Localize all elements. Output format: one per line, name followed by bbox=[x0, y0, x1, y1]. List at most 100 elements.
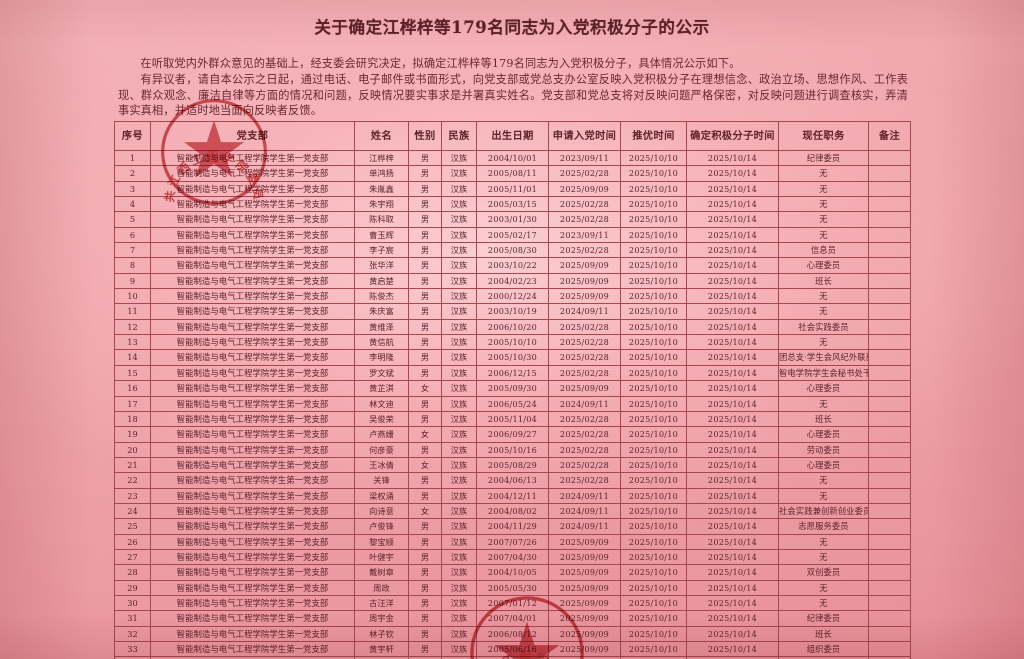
cell-gender: 男 bbox=[408, 257, 442, 274]
cell-name: 林文迪 bbox=[354, 395, 409, 412]
cell-gender: 男 bbox=[408, 196, 442, 213]
cell-branch: 智能制造与电气工程学院学生第一党支部 bbox=[150, 594, 355, 612]
cell-index: 31 bbox=[114, 610, 151, 627]
cell-recdate: 2025/10/10 bbox=[620, 518, 687, 535]
cell-confdate: 2025/10/14 bbox=[686, 180, 779, 198]
column-header-confdate: 确定积极分子时间 bbox=[686, 121, 779, 151]
cell-branch: 智能制造与电气工程学院学生第一党支部 bbox=[150, 196, 355, 213]
cell-applydate: 2025/02/28 bbox=[548, 165, 621, 182]
cell-ethnicity: 汉族 bbox=[441, 502, 477, 520]
cell-confdate: 2025/10/14 bbox=[686, 242, 779, 259]
cell-applydate: 2023/09/11 bbox=[548, 149, 621, 167]
cell-position: 无 bbox=[778, 211, 869, 228]
cell-confdate: 2025/10/14 bbox=[686, 257, 779, 274]
cell-applydate: 2025/02/28 bbox=[548, 242, 621, 259]
column-header-branch: 党支部 bbox=[150, 121, 355, 151]
cell-branch: 智能制造与电气工程学院学生第一党支部 bbox=[150, 610, 355, 627]
cell-gender: 男 bbox=[408, 610, 442, 627]
cell-gender: 男 bbox=[408, 211, 442, 228]
cell-ethnicity: 汉族 bbox=[441, 318, 477, 336]
cell-ethnicity: 汉族 bbox=[441, 364, 477, 382]
table-row: 23 智能制造与电气工程学院学生第一党支部 梁权涌男汉族 2004/12/11 2024… bbox=[114, 487, 911, 504]
cell-recdate: 2025/10/10 bbox=[620, 410, 687, 428]
cell-confdate: 2025/10/14 bbox=[686, 548, 779, 566]
cell-branch: 智能制造与电气工程学院学生第一党支部 bbox=[150, 211, 355, 228]
cell-remarks bbox=[868, 196, 911, 213]
notice-paragraph-1: 在听取党内外群众意见的基础上，经支委会研究决定，拟确定江桦梓等179名同志为入党… bbox=[140, 57, 741, 70]
cell-name: 李子宸 bbox=[354, 242, 409, 259]
cell-position: 社会实践兼创新创业委员 bbox=[778, 502, 869, 520]
cell-confdate: 2025/10/14 bbox=[686, 564, 779, 581]
cell-confdate: 2025/10/14 bbox=[686, 625, 779, 643]
cell-index: 2 bbox=[114, 165, 151, 182]
cell-birthdate: 2005/06/16 bbox=[476, 640, 549, 658]
cell-birthdate: 2005/03/15 bbox=[476, 196, 549, 213]
cell-recdate: 2025/10/10 bbox=[620, 272, 687, 290]
cell-recdate: 2025/10/10 bbox=[620, 610, 687, 627]
cell-gender: 男 bbox=[408, 165, 442, 182]
cell-remarks bbox=[868, 149, 911, 167]
cell-confdate: 2025/10/14 bbox=[686, 640, 779, 658]
cell-branch: 智能制造与电气工程学院学生第一党支部 bbox=[150, 456, 355, 474]
cell-branch: 智能制造与电气工程学院学生第一党支部 bbox=[150, 487, 355, 504]
table-row: 34智能制造与电气工程学院学生第一党支部温嘉琪女汉族2007/03/042025… bbox=[114, 656, 911, 659]
cell-remarks bbox=[868, 272, 911, 290]
cell-position: 班长 bbox=[778, 410, 869, 428]
cell-confdate: 2025/10/14 bbox=[686, 502, 779, 520]
cell-confdate: 2025/10/14 bbox=[686, 487, 779, 504]
cell-remarks bbox=[868, 487, 911, 504]
cell-applydate: 2025/09/09 bbox=[548, 610, 621, 627]
cell-position: 智电学院学生会秘书处干部 bbox=[778, 364, 869, 382]
cell-applydate: 2025/02/28 bbox=[548, 426, 621, 443]
cell-branch: 智能制造与电气工程学院学生第一党支部 bbox=[150, 180, 355, 198]
cell-name: 梁权涌 bbox=[354, 487, 409, 504]
cell-position: 无 bbox=[778, 288, 869, 305]
cell-position: 无 bbox=[778, 548, 869, 566]
cell-name: 黎宝顺 bbox=[354, 533, 409, 550]
cell-birthdate: 2004/10/05 bbox=[476, 564, 549, 581]
cell-applydate: 2025/09/09 bbox=[548, 579, 621, 596]
cell-recdate: 2025/10/10 bbox=[620, 625, 687, 643]
cell-recdate: 2025/10/10 bbox=[620, 165, 687, 182]
cell-name: 黄宇轩 bbox=[354, 640, 409, 658]
cell-remarks bbox=[868, 564, 911, 581]
column-header-applydate: 申请入党时间 bbox=[548, 121, 621, 151]
cell-branch: 智能制造与电气工程学院学生第一党支部 bbox=[150, 334, 355, 351]
cell-remarks bbox=[868, 318, 911, 336]
cell-confdate: 2025/10/14 bbox=[686, 472, 779, 489]
cell-confdate: 2025/10/14 bbox=[686, 334, 779, 351]
cell-birthdate: 2000/12/24 bbox=[476, 288, 549, 305]
cell-recdate: 2025/10/10 bbox=[620, 548, 687, 566]
cell-confdate: 2025/10/14 bbox=[686, 165, 779, 182]
cell-branch: 智能制造与电气工程学院学生第一党支部 bbox=[150, 625, 355, 643]
cell-index: 13 bbox=[114, 334, 151, 351]
cell-name: 朱胤鑫 bbox=[354, 180, 409, 198]
cell-position: 心理委员 bbox=[778, 257, 869, 274]
cell-confdate: 2025/10/14 bbox=[686, 441, 779, 458]
cell-birthdate: 2006/12/15 bbox=[476, 364, 549, 382]
cell-applydate: 2025/09/09 bbox=[548, 257, 621, 274]
cell-gender: 男 bbox=[408, 288, 442, 305]
cell-applydate: 2025/02/28 bbox=[548, 472, 621, 489]
cell-recdate: 2025/10/10 bbox=[620, 257, 687, 274]
cell-birthdate: 2006/09/27 bbox=[476, 426, 549, 443]
table-row: 8 智能制造与电气工程学院学生第一党支部 张华洋男汉族 2003/10/22 2025/… bbox=[114, 257, 911, 274]
cell-recdate: 2025/10/10 bbox=[620, 594, 687, 612]
table-row: 19 智能制造与电气工程学院学生第一党支部 卢燕姗女汉族 2006/09/27 2025… bbox=[114, 426, 911, 443]
cell-ethnicity: 汉族 bbox=[441, 165, 477, 182]
cell-recdate: 2025/10/10 bbox=[620, 487, 687, 504]
cell-gender: 男 bbox=[408, 318, 442, 336]
cell-index: 6 bbox=[114, 226, 151, 244]
cell-gender: 男 bbox=[408, 149, 442, 167]
cell-remarks bbox=[868, 441, 911, 458]
cell-name: 单鸿扬 bbox=[354, 165, 409, 182]
cell-position: 无 bbox=[778, 165, 869, 182]
cell-position: 社会实践委员 bbox=[778, 318, 869, 336]
cell-remarks bbox=[868, 257, 911, 274]
cell-applydate: 2024/09/11 bbox=[548, 395, 621, 412]
table-row: 13 智能制造与电气工程学院学生第一党支部 黄信航男汉族 2005/10/10 2025… bbox=[114, 334, 911, 351]
table-row: 16 智能制造与电气工程学院学生第一党支部 黄芷淇女汉族 2005/09/30 2025… bbox=[114, 380, 911, 397]
cell-confdate: 2025/10/14 bbox=[686, 226, 779, 244]
cell-ethnicity: 汉族 bbox=[441, 625, 477, 643]
cell-branch: 智能制造与电气工程学院学生第一党支部 bbox=[150, 533, 355, 550]
